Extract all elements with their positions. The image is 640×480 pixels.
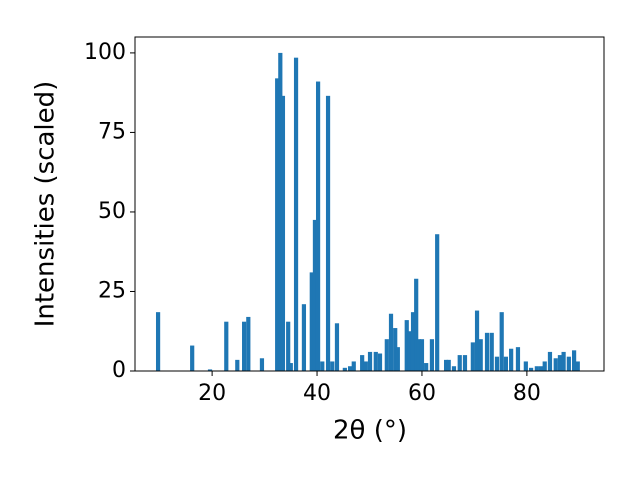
bar (395, 347, 400, 371)
bar (312, 219, 318, 371)
bar (242, 321, 247, 371)
y-tick-label: 0 (112, 358, 126, 383)
bar (443, 359, 449, 371)
x-tick-label: 20 (198, 381, 226, 406)
bar (509, 348, 514, 371)
bar (351, 361, 356, 371)
bar (457, 355, 462, 371)
y-tick-label: 100 (84, 40, 126, 65)
x-tick-label: 80 (513, 381, 541, 406)
bar (424, 363, 429, 371)
y-tick-label: 50 (98, 199, 126, 224)
bar (523, 361, 528, 371)
bar (190, 345, 195, 371)
bar (377, 353, 383, 371)
bar (484, 332, 490, 371)
bar (416, 339, 421, 371)
x-tick-label: 40 (303, 381, 331, 406)
bar (301, 304, 307, 371)
bar (404, 320, 409, 371)
bar (429, 339, 435, 371)
bar (571, 350, 577, 371)
bar (334, 323, 340, 371)
bar (542, 361, 547, 371)
bar (561, 351, 566, 371)
bar (325, 95, 331, 371)
bar (235, 359, 240, 371)
bar (474, 310, 480, 371)
bar (547, 351, 553, 371)
bar (435, 234, 440, 371)
y-axis-label: Intensities (scaled) (31, 81, 61, 328)
bar (278, 52, 283, 372)
bar (330, 361, 335, 371)
bar (553, 358, 558, 371)
bar (224, 321, 229, 371)
bar (280, 95, 286, 371)
bar (528, 367, 534, 371)
bar (499, 312, 504, 371)
bar (207, 369, 213, 371)
bar (414, 278, 419, 371)
bar (534, 366, 539, 371)
bar (315, 81, 321, 372)
bar (293, 57, 299, 372)
bar (489, 332, 494, 371)
bar (275, 78, 280, 371)
bar (419, 339, 425, 371)
y-tick-label: 75 (98, 119, 126, 144)
bar (478, 339, 483, 371)
bar (373, 351, 378, 371)
bar (309, 272, 314, 371)
bar (388, 313, 394, 371)
bar (503, 356, 508, 371)
x-tick-label: 60 (408, 381, 436, 406)
bar (259, 358, 265, 371)
bar (410, 312, 416, 371)
bar (446, 359, 451, 371)
bar (360, 355, 365, 371)
bar (286, 321, 291, 371)
bar (407, 331, 412, 371)
plot-frame (134, 36, 605, 372)
bar (342, 367, 347, 371)
bar (363, 361, 368, 371)
bar (451, 366, 457, 371)
bar (557, 355, 563, 371)
bar (393, 328, 398, 371)
bar (470, 342, 475, 371)
bar (288, 363, 293, 371)
bar (246, 316, 251, 371)
bar (462, 355, 468, 371)
bar (347, 366, 353, 371)
x-axis-label: 2θ (°) (333, 416, 407, 446)
bar (515, 347, 521, 371)
bar (320, 361, 325, 371)
bar (566, 356, 571, 371)
bar (155, 312, 161, 371)
bar (575, 361, 580, 371)
bar (494, 356, 500, 371)
bar (538, 366, 544, 371)
y-tick-label: 25 (98, 278, 126, 303)
bar (384, 339, 389, 371)
bar (367, 351, 373, 371)
